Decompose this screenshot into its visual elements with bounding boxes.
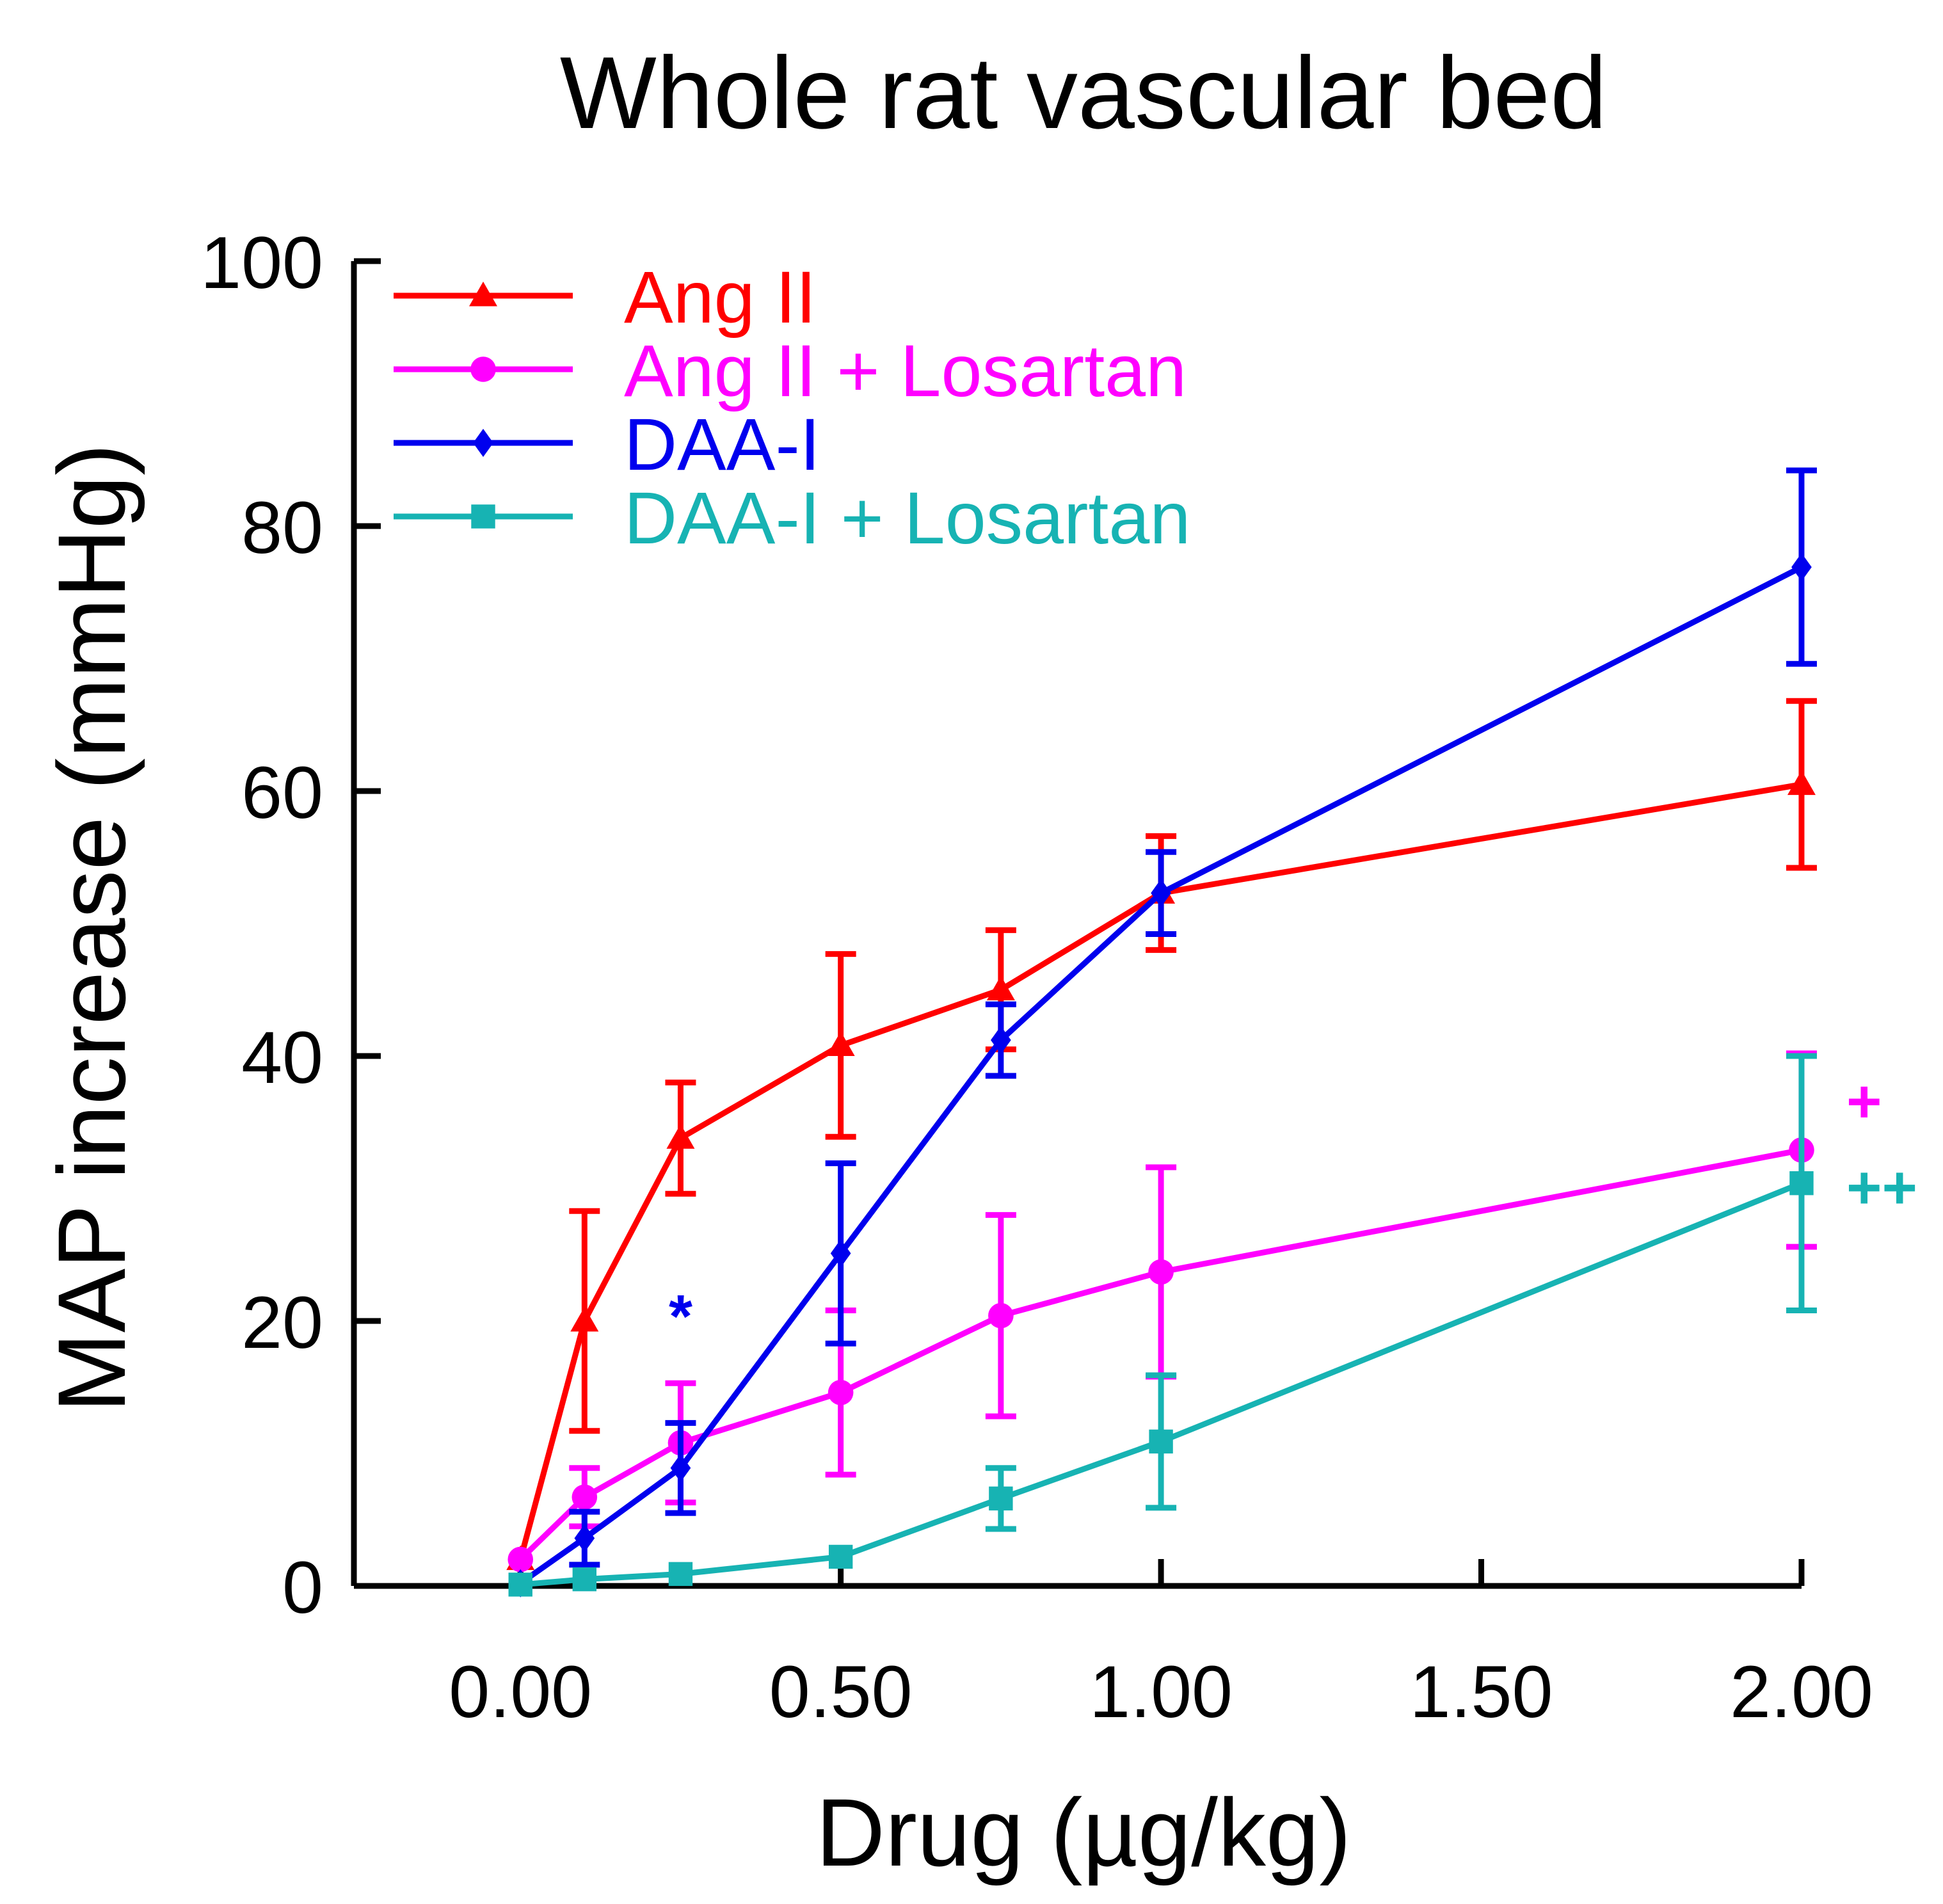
series-daa-i-losartan <box>508 1053 1817 1597</box>
series-layer <box>506 467 1817 1597</box>
series-daa-i <box>510 467 1817 1597</box>
legend-marker <box>471 504 495 529</box>
x-tick-label: 1.00 <box>1089 1651 1233 1733</box>
legend-label: Ang II + Losartan <box>624 330 1187 412</box>
data-point <box>991 1026 1011 1055</box>
y-axis-label: MAP increase (mmHg) <box>38 444 145 1412</box>
data-point <box>508 1546 534 1572</box>
significance-mark: ++ <box>1846 1154 1917 1222</box>
data-point <box>572 1567 597 1592</box>
y-tick-label: 80 <box>241 487 323 569</box>
data-point <box>1791 553 1812 582</box>
data-point <box>1151 879 1171 908</box>
significance-mark: + <box>1846 1068 1882 1136</box>
legend-label: DAA-I + Losartan <box>624 477 1190 559</box>
significance-mark: * <box>669 1283 692 1350</box>
data-point <box>986 975 1015 1000</box>
data-point <box>572 1484 598 1510</box>
x-tick-label: 1.50 <box>1410 1651 1553 1733</box>
y-tick-label: 20 <box>241 1282 323 1364</box>
legend-label: DAA-I <box>624 404 820 486</box>
data-point <box>1789 1171 1814 1196</box>
x-axis-label: Drug (µg/kg) <box>816 1779 1352 1886</box>
axes: 0 20 40 60 80 100 0.00 0.50 1.00 1.50 2.00 <box>200 222 1873 1733</box>
data-point <box>988 1302 1014 1329</box>
y-tick-label: 40 <box>241 1017 323 1099</box>
data-point <box>570 1307 599 1332</box>
data-point <box>1148 1259 1174 1285</box>
legend-marker <box>469 282 497 307</box>
series-ang-ii <box>506 698 1817 1571</box>
y-tick-label: 0 <box>282 1547 323 1629</box>
y-tick-label: 60 <box>241 752 323 834</box>
legend-label: Ang II <box>624 257 816 339</box>
data-point <box>828 1544 853 1569</box>
data-point <box>830 1239 851 1268</box>
data-point <box>828 1379 854 1405</box>
data-point <box>826 1031 855 1056</box>
x-tick-label: 0.00 <box>449 1651 592 1733</box>
data-point <box>989 1486 1013 1511</box>
x-tick-label: 0.50 <box>769 1651 913 1733</box>
data-point <box>508 1572 532 1597</box>
data-point <box>1149 1429 1173 1454</box>
data-point <box>666 1124 695 1149</box>
data-point <box>1787 770 1816 796</box>
y-tick-label: 100 <box>200 222 323 304</box>
annotation-layer: *+++ <box>669 1068 1917 1350</box>
chart-title: Whole rat vascular bed <box>560 35 1607 150</box>
x-tick-label: 2.00 <box>1730 1651 1873 1733</box>
data-point <box>668 1562 693 1587</box>
data-point <box>574 1524 595 1553</box>
legend-marker <box>473 429 493 457</box>
data-point <box>670 1453 691 1482</box>
legend-marker <box>470 356 496 382</box>
